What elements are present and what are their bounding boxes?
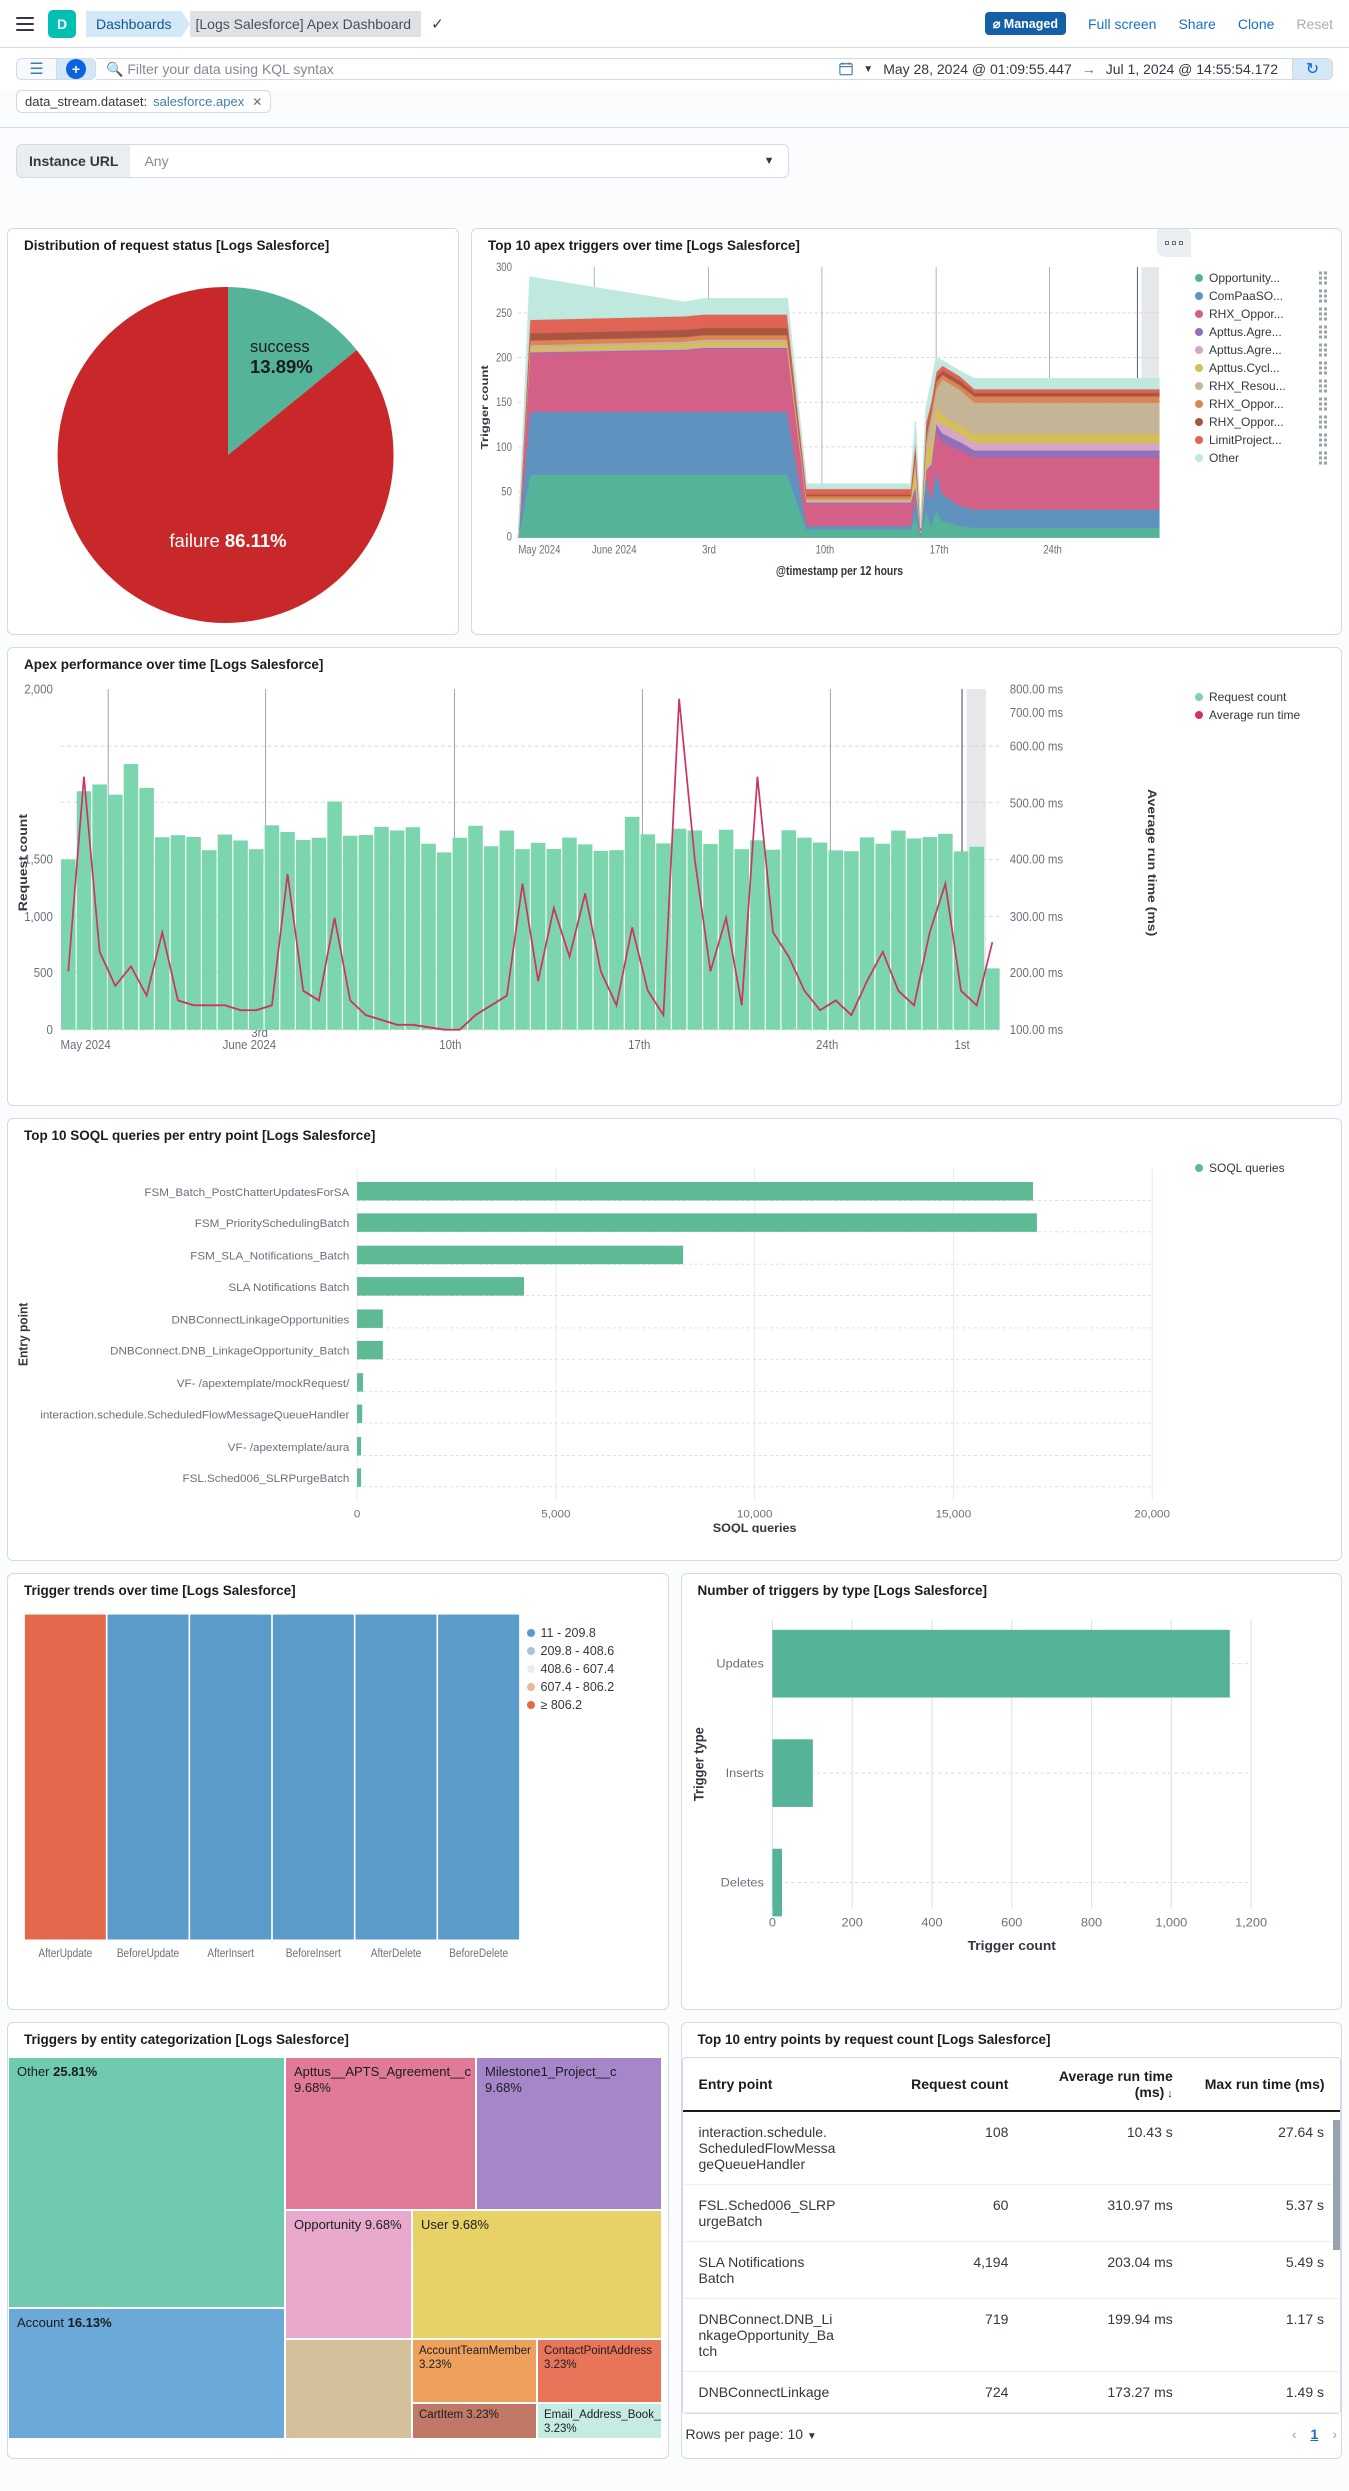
svg-text:2,000: 2,000 <box>24 682 53 697</box>
svg-text:100: 100 <box>496 441 512 454</box>
svg-text:400: 400 <box>921 1916 942 1930</box>
svg-text:600: 600 <box>1001 1916 1022 1930</box>
svg-text:Trigger type: Trigger type <box>690 1727 705 1801</box>
svg-text:May 2024: May 2024 <box>518 543 560 556</box>
svg-text:June 2024: June 2024 <box>223 1037 277 1052</box>
svg-text:failure 86.11%: failure 86.11% <box>169 530 286 551</box>
svg-text:success: success <box>250 338 310 356</box>
svg-text:24th: 24th <box>816 1037 838 1052</box>
svg-text:Updates: Updates <box>716 1657 763 1671</box>
svg-text:10th: 10th <box>439 1037 461 1052</box>
svg-text:0: 0 <box>46 1022 53 1037</box>
svg-text:500: 500 <box>34 965 53 980</box>
svg-text:0: 0 <box>507 530 512 543</box>
svg-text:200.00 ms: 200.00 ms <box>1010 965 1063 980</box>
svg-text:Trigger count: Trigger count <box>967 1939 1056 1953</box>
svg-text:1st: 1st <box>954 1037 970 1052</box>
svg-text:BeforeUpdate: BeforeUpdate <box>117 1947 179 1960</box>
svg-text:5,000: 5,000 <box>541 1509 570 1521</box>
svg-text:DNBConnect.DNB_LinkageOpportun: DNBConnect.DNB_LinkageOpportunity_Batch <box>110 1346 349 1358</box>
svg-text:SOQL queries: SOQL queries <box>713 1521 797 1533</box>
svg-text:50: 50 <box>501 486 512 499</box>
svg-text:300.00 ms: 300.00 ms <box>1010 909 1063 924</box>
svg-text:DNBConnectLinkageOpportunities: DNBConnectLinkageOpportunities <box>172 1315 350 1327</box>
svg-text:500.00 ms: 500.00 ms <box>1010 796 1063 811</box>
svg-text:10th: 10th <box>816 543 835 556</box>
svg-text:700.00 ms: 700.00 ms <box>1010 705 1063 720</box>
svg-text:Trigger count: Trigger count <box>478 365 490 449</box>
svg-text:1,000: 1,000 <box>1155 1916 1187 1930</box>
svg-text:VF- /apextemplate/aura: VF- /apextemplate/aura <box>228 1442 350 1454</box>
svg-text:FSL.Sched006_SLRPurgeBatch: FSL.Sched006_SLRPurgeBatch <box>182 1473 349 1485</box>
svg-text:400.00 ms: 400.00 ms <box>1010 852 1063 867</box>
svg-text:200: 200 <box>496 352 512 365</box>
svg-text:Inserts: Inserts <box>725 1766 763 1780</box>
svg-text:600.00 ms: 600.00 ms <box>1010 739 1063 754</box>
svg-text:3rd: 3rd <box>702 543 716 556</box>
svg-text:AfterInsert: AfterInsert <box>207 1947 254 1960</box>
svg-text:FSM_SLA_Notifications_Batch: FSM_SLA_Notifications_Batch <box>190 1251 349 1263</box>
svg-text:13.89%: 13.89% <box>250 356 313 377</box>
svg-text:100.00 ms: 100.00 ms <box>1010 1022 1063 1037</box>
svg-text:24th: 24th <box>1043 543 1062 556</box>
svg-text:0: 0 <box>768 1916 775 1930</box>
svg-text:@timestamp per 12 hours: @timestamp per 12 hours <box>776 563 903 579</box>
svg-text:17th: 17th <box>628 1037 650 1052</box>
svg-text:1,000: 1,000 <box>24 909 53 924</box>
svg-text:800: 800 <box>1080 1916 1101 1930</box>
svg-text:AfterUpdate: AfterUpdate <box>38 1947 92 1960</box>
svg-text:15,000: 15,000 <box>936 1509 972 1521</box>
svg-text:10,000: 10,000 <box>737 1509 773 1521</box>
svg-text:AfterDelete: AfterDelete <box>371 1947 422 1960</box>
svg-text:17th: 17th <box>930 543 949 556</box>
svg-text:200: 200 <box>841 1916 862 1930</box>
svg-text:BeforeDelete: BeforeDelete <box>449 1947 508 1960</box>
svg-text:Average run time (ms): Average run time (ms) <box>1145 789 1159 936</box>
svg-text:250: 250 <box>496 307 512 320</box>
svg-text:SLA Notifications Batch: SLA Notifications Batch <box>228 1282 349 1294</box>
svg-text:May 2024: May 2024 <box>60 1037 110 1052</box>
svg-text:FSM_PrioritySchedulingBatch: FSM_PrioritySchedulingBatch <box>195 1218 350 1230</box>
svg-text:June 2024: June 2024 <box>592 543 637 556</box>
svg-text:FSM_Batch_PostChatterUpdatesFo: FSM_Batch_PostChatterUpdatesForSA <box>144 1187 349 1199</box>
svg-text:VF- /apextemplate/mockRequest/: VF- /apextemplate/mockRequest/ <box>177 1378 350 1390</box>
svg-text:0: 0 <box>354 1509 360 1521</box>
svg-text:Request count: Request count <box>16 813 30 911</box>
svg-text:800.00 ms: 800.00 ms <box>1010 682 1063 697</box>
svg-text:20,000: 20,000 <box>1134 1509 1170 1521</box>
svg-text:BeforeInsert: BeforeInsert <box>286 1947 341 1960</box>
svg-text:1,200: 1,200 <box>1235 1916 1267 1930</box>
svg-text:interaction.schedule.Scheduled: interaction.schedule.ScheduledFlowMessag… <box>40 1410 349 1422</box>
svg-text:150: 150 <box>496 396 512 409</box>
svg-text:Entry point: Entry point <box>16 1303 30 1366</box>
svg-text:300: 300 <box>496 261 512 274</box>
svg-text:Deletes: Deletes <box>720 1876 763 1890</box>
